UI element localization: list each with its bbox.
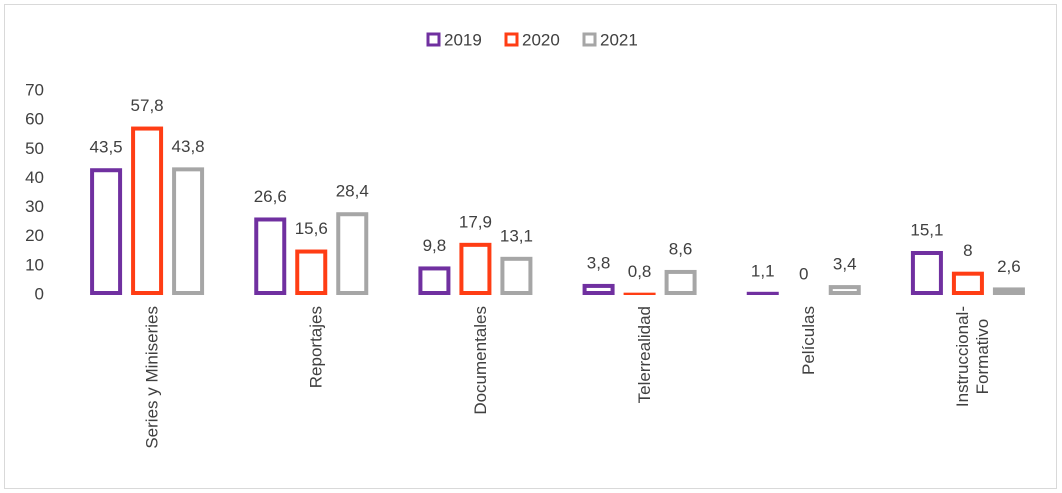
value-label: 8,6 — [669, 239, 693, 258]
value-label: 0 — [799, 264, 808, 283]
bar — [131, 126, 164, 295]
value-label: 3,8 — [587, 253, 611, 272]
y-tick-label: 60 — [25, 110, 44, 129]
x-tick-label: Series y Miniseries — [143, 306, 162, 449]
value-label: 2,6 — [997, 257, 1021, 276]
x-tick-label: Documentales — [471, 306, 490, 415]
bar — [500, 256, 533, 295]
value-label: 13,1 — [500, 226, 533, 245]
bar — [623, 292, 656, 295]
bar — [90, 168, 123, 296]
value-label: 43,8 — [172, 137, 205, 156]
value-label: 15,1 — [910, 220, 943, 239]
x-tick-label: Reportajes — [307, 306, 326, 388]
bar — [336, 212, 369, 295]
value-label: 3,4 — [833, 255, 857, 274]
bar — [459, 242, 492, 296]
y-tick-label: 10 — [25, 255, 44, 274]
y-tick-label: 20 — [25, 226, 44, 245]
bar — [582, 283, 615, 296]
legend-label: 2021 — [600, 30, 638, 49]
bar — [418, 266, 451, 296]
x-tick-label: Películas — [799, 306, 818, 375]
x-tick-label: Instruccional-Formativo — [953, 306, 992, 407]
bar — [172, 167, 205, 295]
value-label: 9,8 — [423, 236, 447, 255]
value-label: 0,8 — [628, 262, 652, 281]
legend-swatch — [504, 32, 519, 47]
value-label: 57,8 — [131, 96, 164, 115]
bar — [664, 269, 697, 295]
legend-label: 2020 — [522, 30, 560, 49]
value-label: 43,5 — [90, 138, 123, 157]
y-tick-label: 30 — [25, 197, 44, 216]
bar — [828, 285, 861, 296]
value-label: 17,9 — [459, 212, 492, 231]
y-tick-label: 50 — [25, 139, 44, 158]
y-tick-label: 40 — [25, 168, 44, 187]
bar — [992, 287, 1025, 295]
bar — [295, 249, 328, 295]
legend-swatch — [426, 32, 441, 47]
y-tick-label: 0 — [35, 284, 44, 303]
x-tick-label-line: Instruccional- — [953, 306, 972, 407]
bar — [951, 271, 984, 295]
value-label: 8 — [963, 241, 972, 260]
x-tick-label-line: Formativo — [973, 319, 992, 395]
value-label: 28,4 — [336, 182, 369, 201]
bar — [910, 250, 943, 296]
legend-swatch — [582, 32, 597, 47]
x-tick-label: Telerrealidad — [635, 306, 654, 403]
y-tick-label: 70 — [25, 80, 44, 99]
legend-label: 2019 — [444, 30, 482, 49]
bar — [254, 217, 287, 295]
value-label: 15,6 — [295, 219, 328, 238]
value-label: 1,1 — [751, 261, 775, 280]
bar — [746, 291, 779, 295]
value-label: 26,6 — [254, 187, 287, 206]
